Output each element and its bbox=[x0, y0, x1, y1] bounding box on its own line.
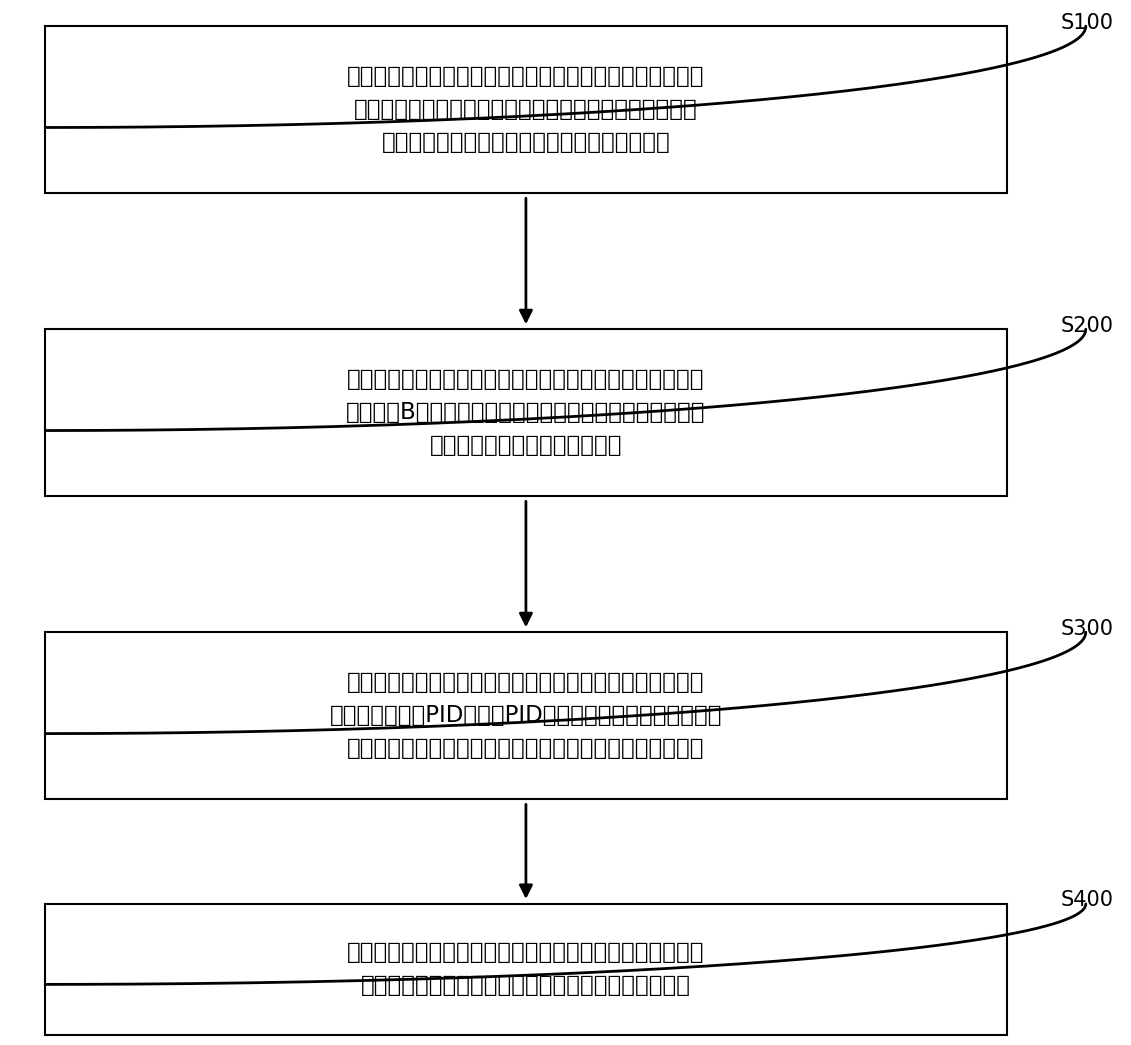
Bar bbox=[45, 904, 1007, 1035]
Text: 设置初始离子浓度，根据当前透析流量及离子浓度在反馈数
据表查询B液和透前电导目标，以及，同时在初始控制数据
表中查询泵速，并发送至下位机: 设置初始离子浓度，根据当前透析流量及离子浓度在反馈数 据表查询B液和透前电导目标… bbox=[346, 369, 706, 457]
Text: S300: S300 bbox=[1061, 619, 1114, 638]
Text: S400: S400 bbox=[1061, 890, 1114, 910]
Text: 创建浓缩液配方对应的反馈数据表，反馈数据表包括浓缩液
配方对应的离子浓度和电导，进一步，创建初始控制数据
表，初始控制数据表包括对应的离子浓度和泵速: 创建浓缩液配方对应的反馈数据表，反馈数据表包括浓缩液 配方对应的离子浓度和电导，… bbox=[347, 66, 705, 154]
Bar bbox=[45, 329, 1007, 496]
Text: S200: S200 bbox=[1061, 316, 1114, 335]
Text: 将调节成功后的泵速根据其对应离子浓度关系存储至更新控
制数据表，更新控制数据表包括离子浓度和对应的泵速: 将调节成功后的泵速根据其对应离子浓度关系存储至更新控 制数据表，更新控制数据表包… bbox=[347, 942, 705, 997]
Text: S100: S100 bbox=[1061, 13, 1114, 32]
Text: 下位机根据当前电导值与反馈数据表的电导值进行对比，超
过预设值则进行PID调节，PID调节包括在设定范围内对泵速
进行调节，调节成功后保存离子浓度对应的调节之后: 下位机根据当前电导值与反馈数据表的电导值进行对比，超 过预设值则进行PID调节，… bbox=[329, 672, 723, 760]
Bar bbox=[45, 632, 1007, 799]
Bar bbox=[45, 26, 1007, 193]
